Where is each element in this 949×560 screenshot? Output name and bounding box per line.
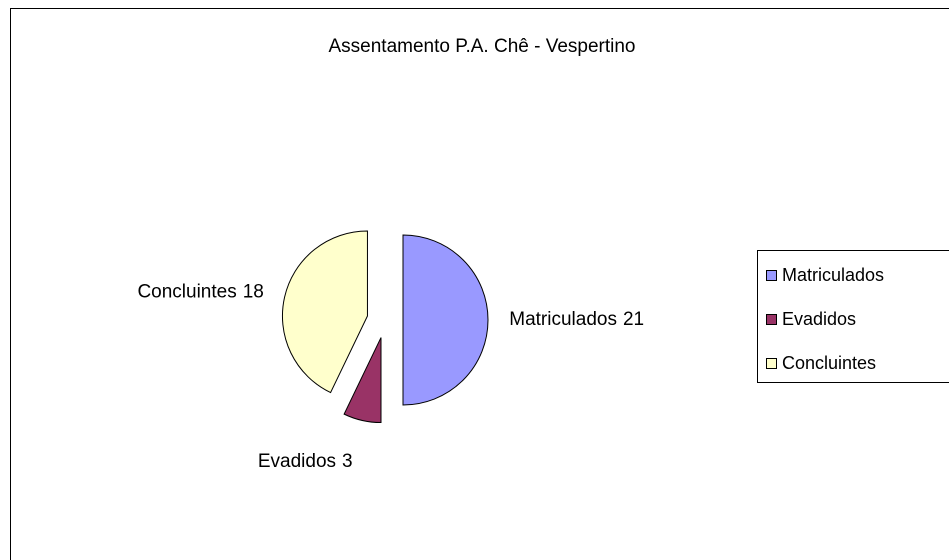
- legend-swatch: [766, 314, 777, 325]
- data-label: Concluintes 18: [137, 281, 263, 302]
- legend-label: Evadidos: [782, 309, 856, 329]
- data-label: Matriculados 21: [509, 309, 644, 330]
- data-label-value: 18: [243, 281, 264, 302]
- pie-slice: [282, 230, 368, 394]
- legend-swatch: [766, 270, 777, 281]
- data-label-name: Evadidos: [258, 451, 336, 472]
- chart-title: Assentamento P.A. Chê - Vespertino: [329, 36, 636, 57]
- pie-slice: [343, 337, 382, 424]
- pie-slice: [402, 234, 489, 406]
- legend-label: Matriculados: [782, 265, 884, 285]
- data-label-name: Concluintes: [137, 281, 236, 302]
- legend-label: Concluintes: [782, 353, 876, 373]
- data-label: Evadidos 3: [258, 451, 353, 472]
- legend: [757, 250, 949, 383]
- data-label-value: 3: [342, 451, 353, 472]
- data-label-name: Matriculados: [509, 309, 617, 330]
- data-label-value: 21: [623, 309, 644, 330]
- legend-swatch: [766, 358, 777, 369]
